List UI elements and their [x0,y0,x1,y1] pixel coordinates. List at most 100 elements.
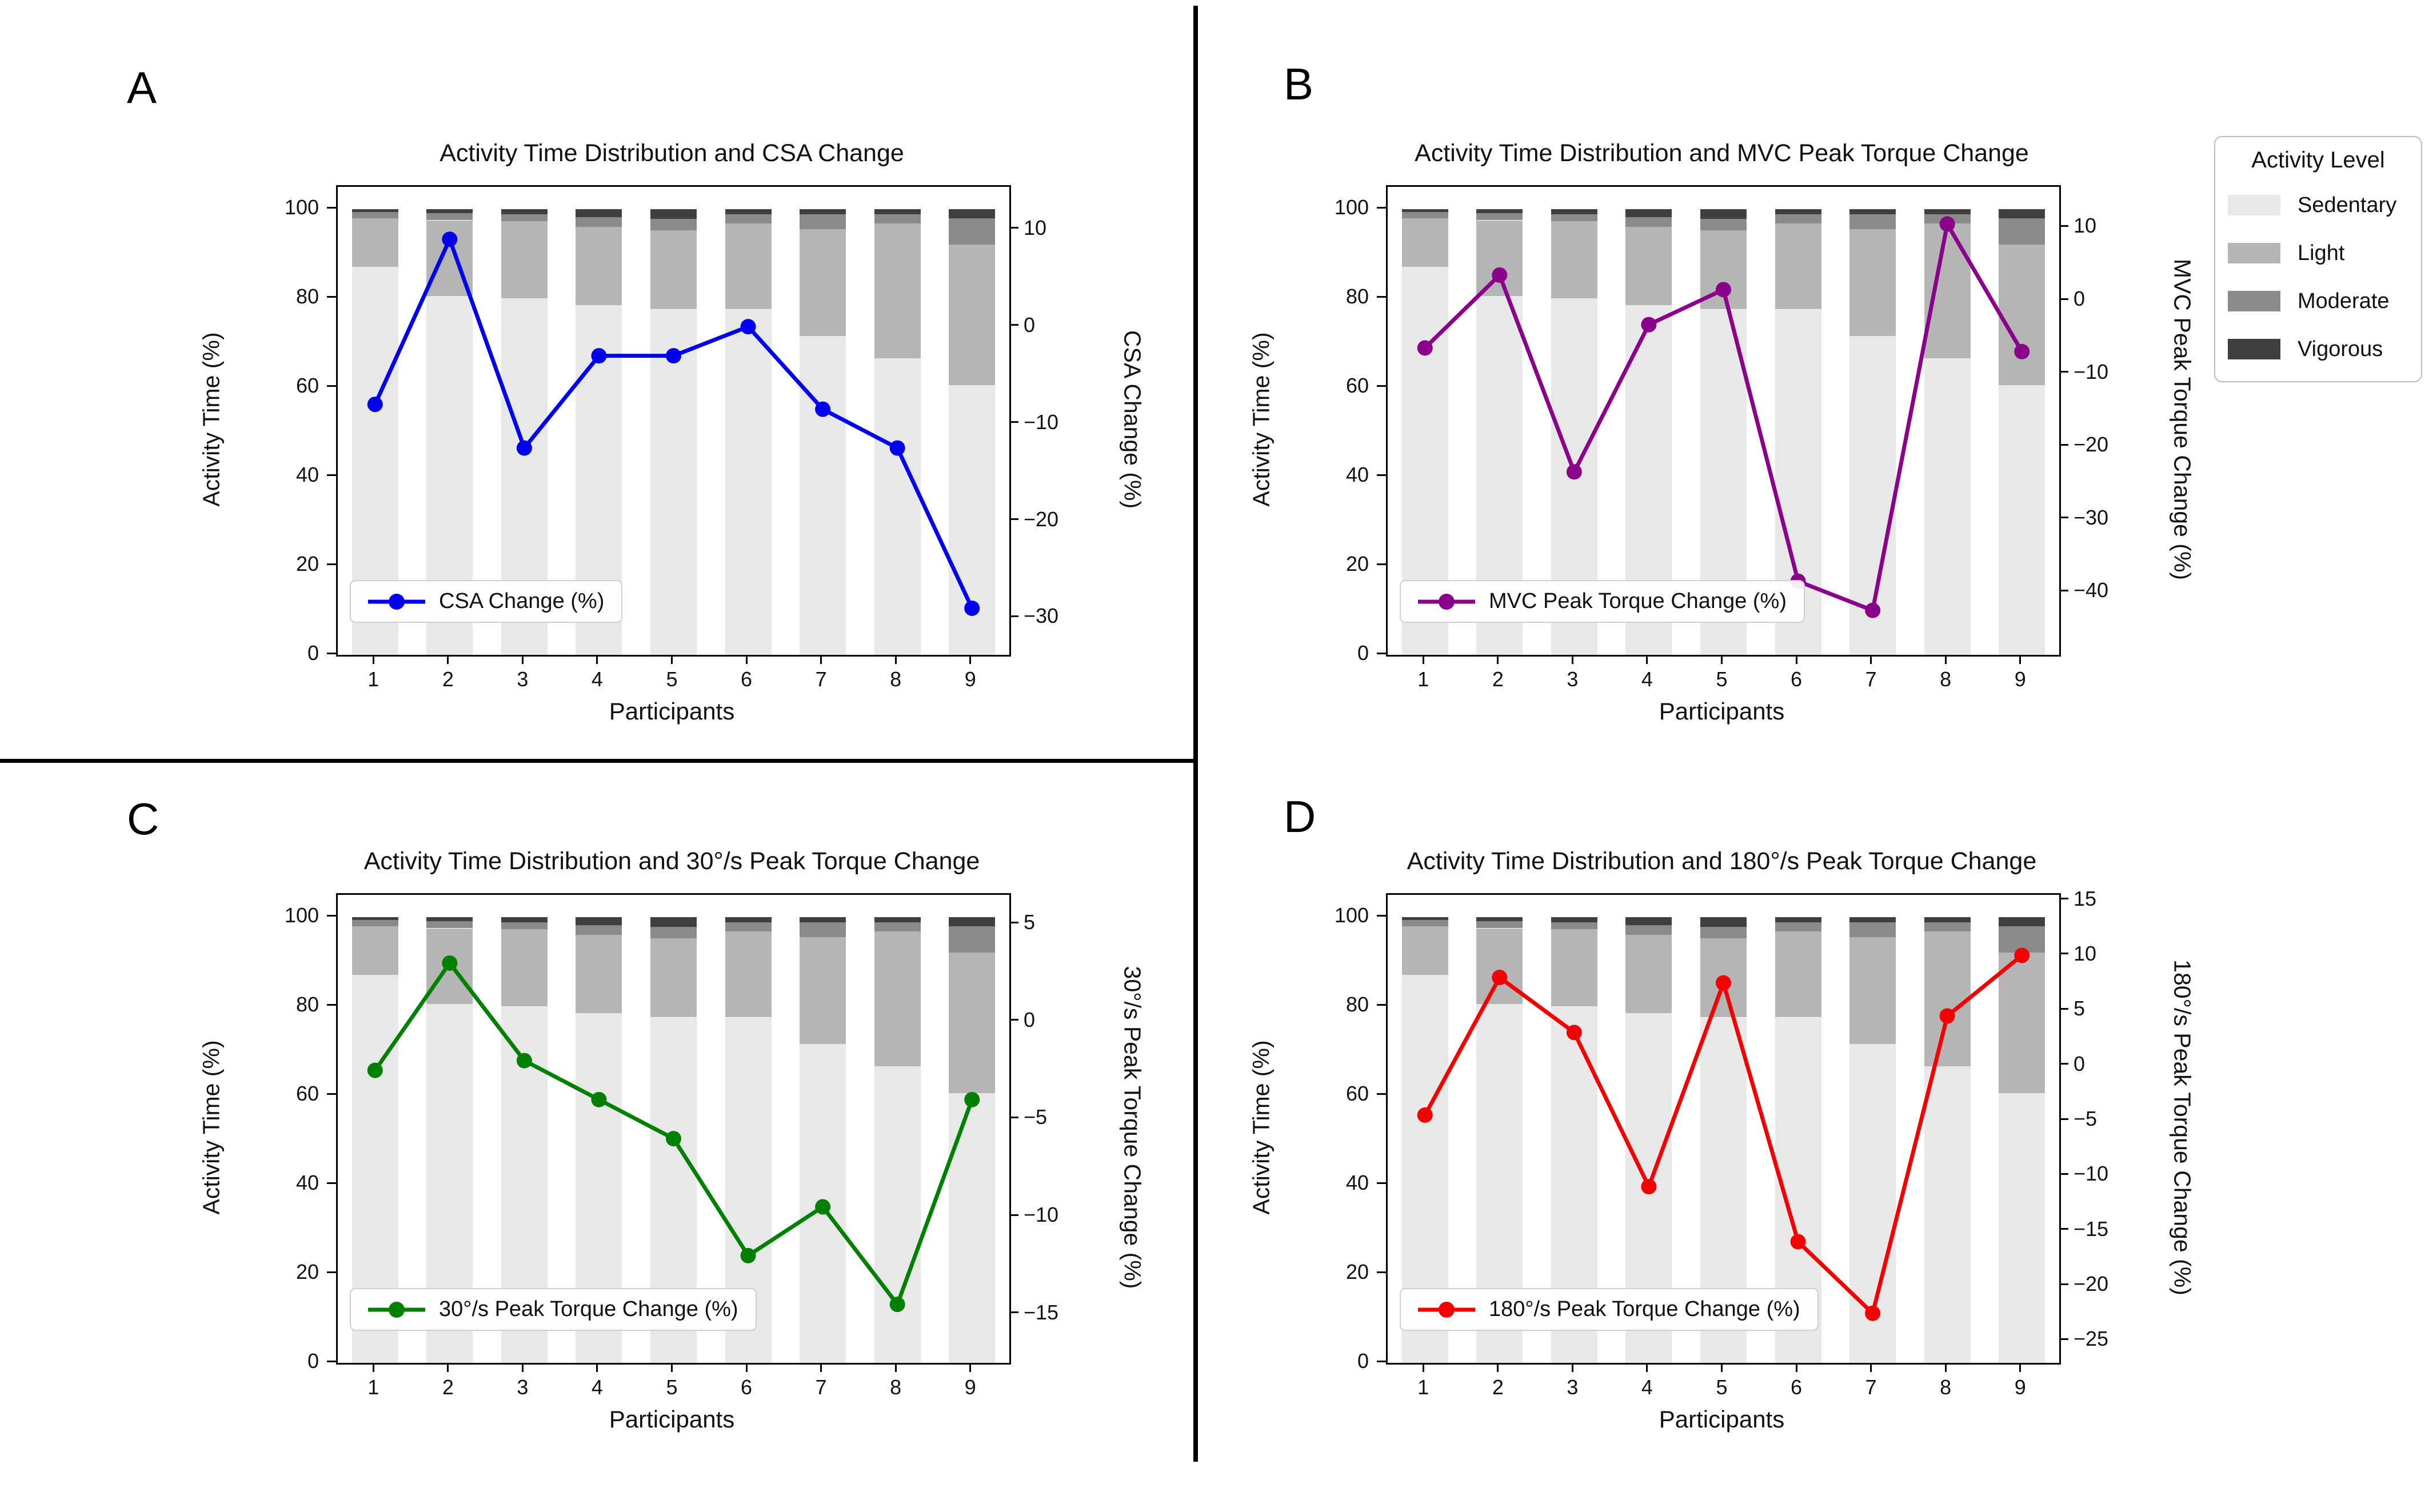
left-tick [327,1093,336,1095]
bar-light-p2 [1476,220,1523,297]
right-tick [2059,1228,2068,1230]
bar-light-p9 [1999,952,2046,1094]
left-tick-label: 0 [1357,641,1369,665]
bar-vigorous-p6 [1775,209,1821,214]
x-tick [745,655,748,664]
bar-moderate-p2 [426,921,473,929]
bar-vigorous-p2 [1476,917,1523,922]
bar-moderate-p7 [800,214,846,230]
bar-moderate-p4 [576,217,622,227]
left-tick-label: 100 [1334,195,1369,219]
bar-vigorous-p6 [725,917,772,922]
bar-sedentary-p5 [650,309,697,655]
bar-moderate-p7 [1849,922,1896,938]
data-point-p9 [964,600,980,616]
bar-vigorous-p1 [351,209,398,213]
bar-moderate-p5 [1700,219,1747,230]
x-tick-label: 3 [517,667,529,691]
x-tick-label: 7 [1865,667,1877,691]
bar-light-p7 [800,937,846,1045]
right-tick-label: 10 [1024,215,1047,239]
bar-light-p8 [1924,223,1971,359]
bar-vigorous-p9 [949,917,996,926]
bar-moderate-p3 [1551,922,1597,930]
right-tick [2059,1118,2068,1120]
x-tick [1870,1363,1872,1372]
x-tick-label: 5 [1716,1375,1728,1399]
x-tick [820,655,822,664]
line-path [373,234,974,609]
bar-vigorous-p4 [576,209,622,218]
right-tick-label: −20 [1024,507,1059,531]
x-tick [1571,1363,1573,1372]
x-tick [372,655,374,664]
x-tick [1795,655,1797,664]
left-tick [327,1182,336,1184]
bar-light-p4 [1625,227,1672,305]
x-tick-label: 4 [1641,667,1653,691]
right-tick-label: −30 [2074,505,2109,529]
bar-vigorous-p8 [874,209,921,214]
bar-light-p6 [725,931,772,1018]
bar-moderate-p3 [1551,214,1597,222]
x-tick [1721,1363,1723,1372]
legend-entry-light: Light [2228,229,2408,277]
left-tick [327,206,336,209]
y-axis-label-right: MVC Peak Torque Change (%) [2169,258,2196,580]
bar-light-p6 [1775,931,1821,1018]
x-axis-label: Participants [609,1406,735,1433]
data-point-p5 [1716,282,1731,298]
bar-moderate-p8 [874,922,921,931]
left-tick [1377,1182,1386,1184]
bar-vigorous-p1 [1401,209,1448,213]
bar-vigorous-p4 [1625,917,1672,926]
panel-letter-d: D [1284,791,1316,842]
line-series [367,955,980,1313]
x-tick-label: 6 [741,1375,753,1399]
x-tick [2019,1363,2022,1372]
bar-moderate-p9 [949,926,996,953]
x-tick-label: 6 [741,667,753,691]
bar-vigorous-p3 [501,209,548,214]
data-point-p7 [815,1199,831,1215]
right-tick-label: −10 [2074,1162,2109,1186]
bar-vigorous-p1 [351,917,398,921]
y-axis-label-left: Activity Time (%) [1248,1039,1275,1215]
right-tick-label: −20 [2074,433,2109,457]
right-tick [2059,898,2068,900]
x-tick [1422,1363,1424,1372]
line-legend-swatch [368,593,425,610]
bar-vigorous-p3 [1551,209,1597,214]
x-tick-label: 1 [367,1375,379,1399]
data-point-p9 [2014,947,2030,963]
data-point-p2 [442,955,458,971]
legend-swatch-moderate [2228,291,2280,311]
right-tick [2059,298,2068,300]
right-tick-label: −10 [1024,410,1059,434]
left-tick-label: 40 [295,1171,319,1194]
right-tick-label: −10 [2074,359,2109,383]
left-tick [327,474,336,476]
x-tick [671,655,673,664]
right-tick [2059,1063,2068,1065]
data-point-p7 [1865,602,1881,618]
line-legend-marker [1439,593,1455,610]
left-tick-label: 60 [295,1082,319,1105]
bar-vigorous-p9 [1999,209,2046,218]
legend-rows: Sedentary Light Moderate Vigorous [2228,181,2408,373]
bar-light-p6 [725,223,772,310]
x-tick [521,655,524,664]
bar-light-p6 [1775,223,1821,310]
x-tick-label: 8 [1940,667,1952,691]
x-tick-label: 3 [517,1375,529,1399]
bar-light-p9 [949,952,996,1094]
bar-light-p4 [576,935,622,1013]
left-tick-label: 40 [1345,463,1369,486]
right-tick-label: −15 [2074,1217,2109,1241]
right-tick [1009,421,1018,423]
bar-light-p7 [1849,229,1896,337]
right-tick [2059,1007,2068,1010]
bar-vigorous-p2 [426,917,473,922]
x-tick [969,655,972,664]
right-tick [1009,324,1018,326]
